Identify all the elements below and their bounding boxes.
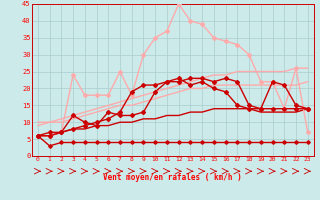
X-axis label: Vent moyen/en rafales ( km/h ): Vent moyen/en rafales ( km/h ) [103,174,242,182]
